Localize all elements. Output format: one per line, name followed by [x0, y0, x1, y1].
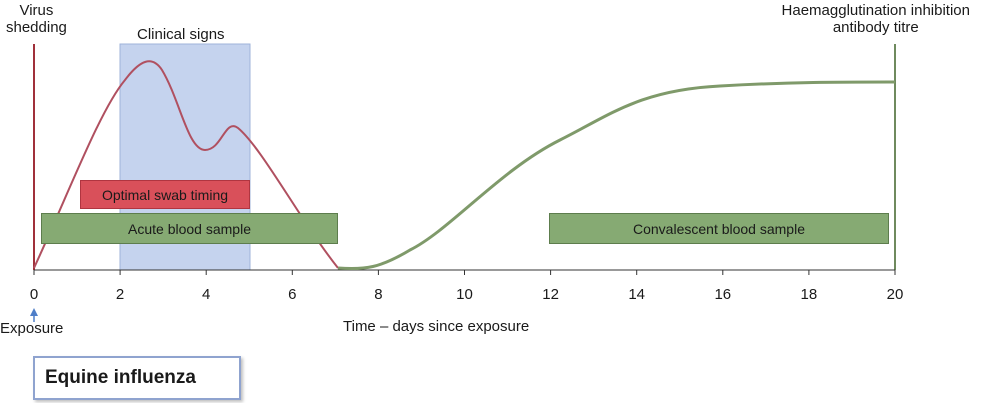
virus-shedding-curve: [33, 60, 339, 269]
legend-box: Equine influenza: [33, 356, 241, 400]
right-axis-label: Haemagglutination inhibition antibody ti…: [782, 2, 970, 36]
convalescent-blood-sample-bar: Convalescent blood sample: [549, 213, 889, 244]
left-axis-label-line1: Virus: [19, 2, 54, 19]
x-tick-label: 8: [374, 286, 383, 303]
x-tick-label: 16: [714, 286, 732, 303]
x-tick-label: 14: [628, 286, 646, 303]
x-tick-label: 20: [886, 286, 904, 303]
optimal-swab-timing-bar: Optimal swab timing: [80, 180, 250, 209]
acute-blood-sample-bar: Acute blood sample: [41, 213, 338, 244]
x-axis-tick-marks: [33, 270, 896, 275]
clinical-signs-label: Clinical signs: [137, 26, 225, 43]
x-tick-label: 6: [288, 286, 297, 303]
left-axis-label-line2: shedding: [6, 19, 67, 36]
x-tick-label: 12: [542, 286, 559, 303]
legend-title: Equine influenza: [45, 367, 196, 388]
x-tick-label: 18: [800, 286, 818, 303]
x-tick-label: 2: [115, 286, 125, 303]
right-axis-label-line1: Haemagglutination inhibition: [781, 2, 970, 19]
exposure-arrow-icon: [30, 308, 38, 316]
left-axis-label: Virus shedding: [6, 2, 67, 36]
exposure-label: Exposure: [0, 320, 64, 337]
x-tick-label: 0: [29, 286, 39, 303]
x-tick-label: 4: [202, 286, 211, 303]
right-axis-label-line2: antibody titre: [832, 19, 919, 36]
antibody-titre-curve: [337, 80, 896, 271]
x-axis-title: Time – days since exposure: [343, 318, 530, 335]
x-tick-label: 10: [456, 286, 473, 303]
